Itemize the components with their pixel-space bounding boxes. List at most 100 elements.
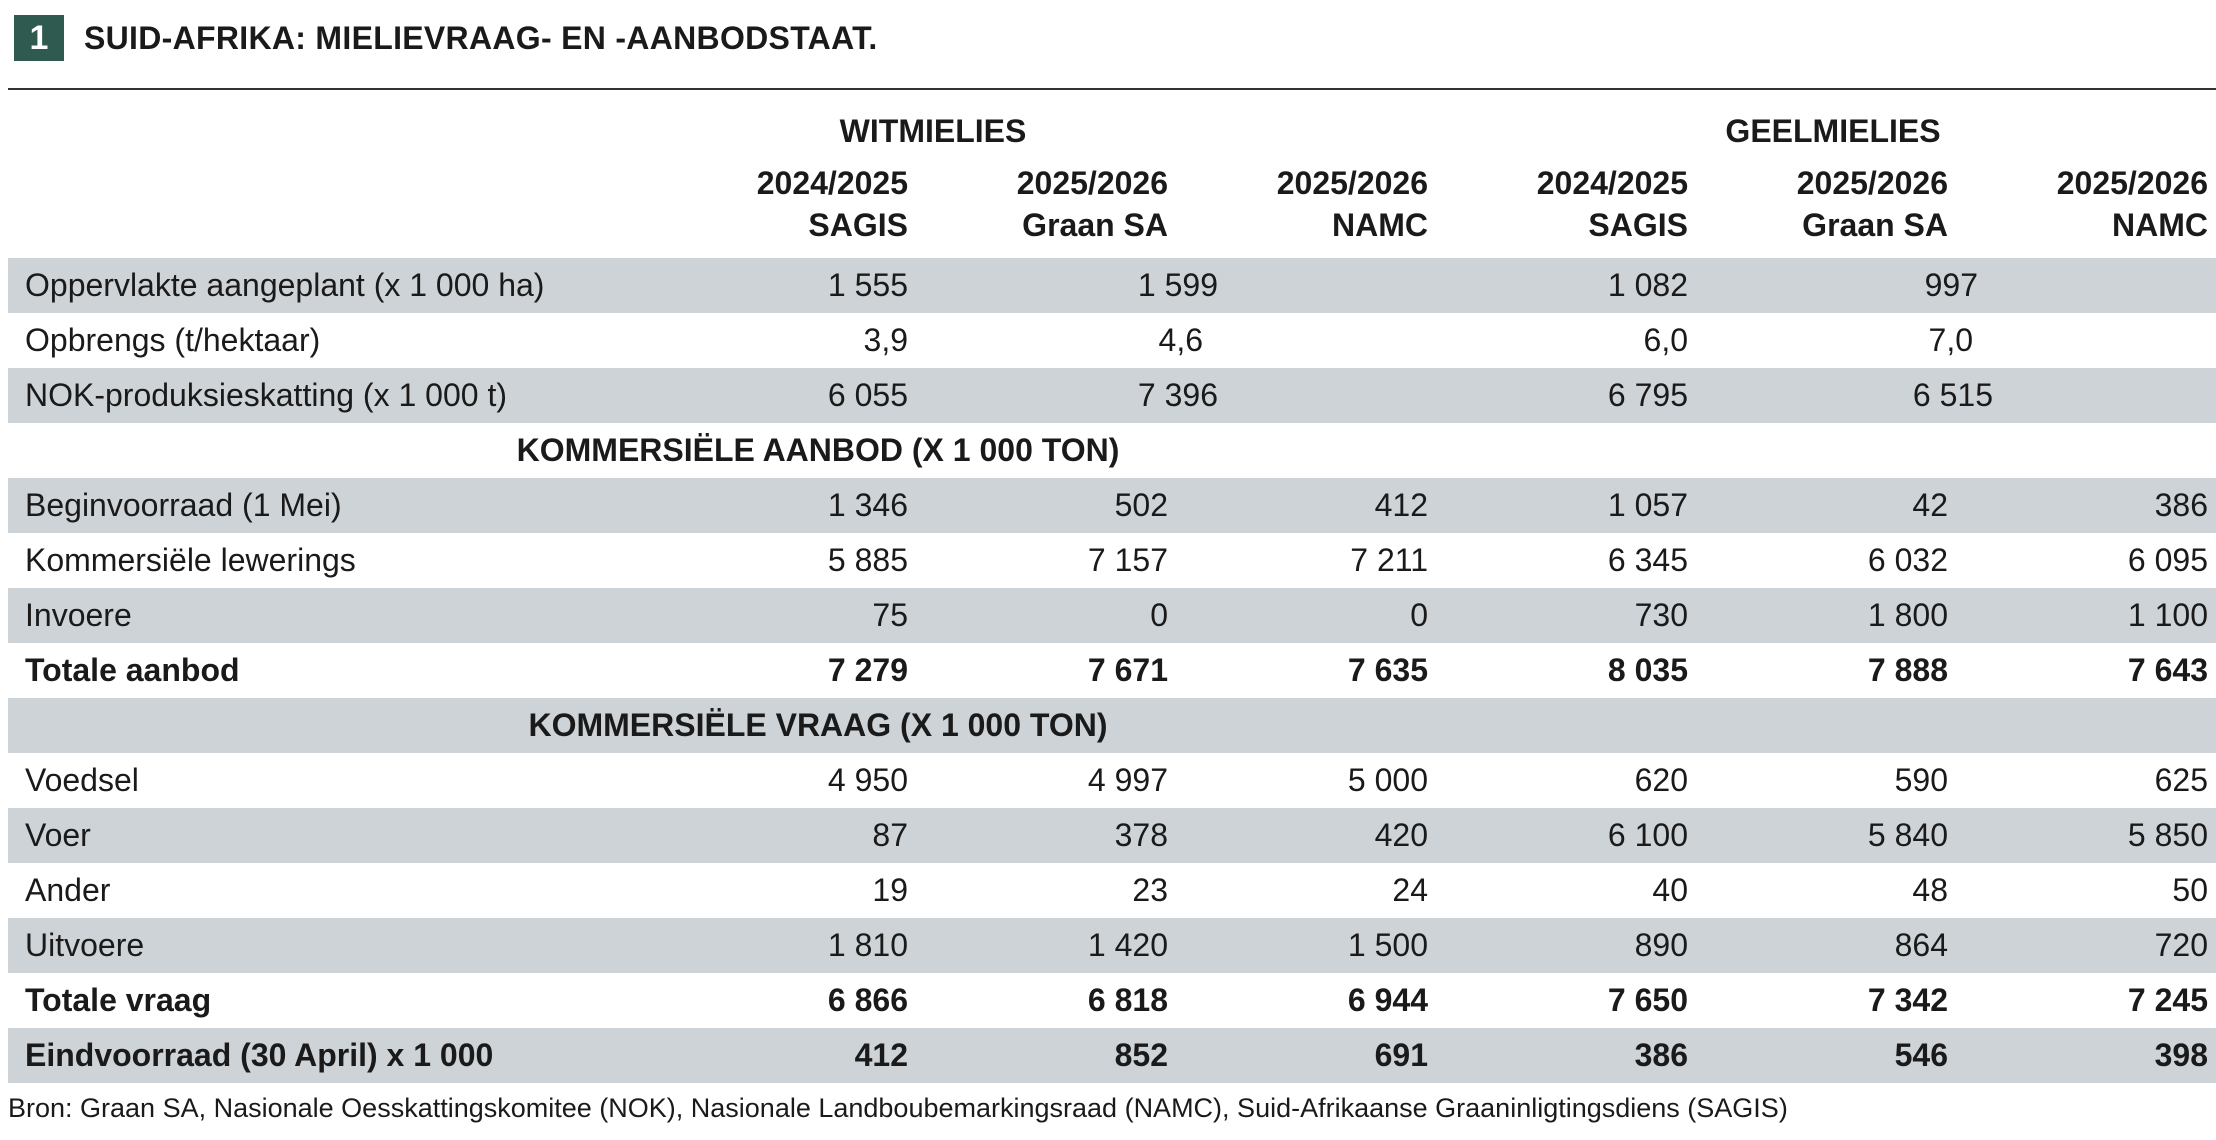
table-cell: 1 082 <box>1607 267 1688 303</box>
table-cell: 420 <box>1374 817 1428 853</box>
column-header: 2024/2025 SAGIS <box>756 165 908 243</box>
table-cell: 87 <box>872 817 908 853</box>
table-cell: 8 035 <box>1607 652 1688 688</box>
table-cell: 5 840 <box>1867 817 1948 853</box>
table-cell: 5 000 <box>1347 762 1428 798</box>
table-cell: 6 866 <box>827 982 908 1018</box>
table-row: NOK-produksieskatting (x 1 000 t) 6 055 … <box>8 368 2216 423</box>
table-row: Oppervlakte aangeplant (x 1 000 ha) 1 55… <box>8 258 2216 313</box>
table-cell: 23 <box>1132 872 1168 908</box>
table-cell: 7 643 <box>2127 652 2208 688</box>
row-label: Eindvoorraad (30 April) x 1 000 <box>25 1037 494 1073</box>
table-cell: 6 032 <box>1867 542 1948 578</box>
row-label: Voedsel <box>25 762 139 798</box>
row-label: Oppervlakte aangeplant (x 1 000 ha) <box>25 267 545 303</box>
table-cell: 6 944 <box>1347 982 1428 1018</box>
table-cell: 546 <box>1894 1037 1948 1073</box>
table-cell <box>1968 368 2208 423</box>
table-cell: 1 810 <box>827 927 908 963</box>
section-heading-row: KOMMERSIËLE VRAAG (X 1 000 TON) <box>8 698 2216 753</box>
table-cell: 1 800 <box>1867 597 1948 633</box>
supply-section-heading: KOMMERSIËLE AANBOD (X 1 000 TON) <box>516 432 1120 468</box>
table-cell <box>1968 313 2208 368</box>
table-cell: 40 <box>1652 872 1688 908</box>
table-cell <box>1188 258 1428 313</box>
group-header-geelmielies: GEELMIELIES <box>1725 113 1941 149</box>
section-heading-row: KOMMERSIËLE AANBOD (X 1 000 TON) <box>8 423 2216 478</box>
table-cell: 386 <box>2154 487 2208 523</box>
table-cell: 0 <box>1410 597 1428 633</box>
table-cell: 5 850 <box>2127 817 2208 853</box>
table-cell <box>1968 258 2208 313</box>
table-cell: 1 057 <box>1607 487 1688 523</box>
table-cell: 386 <box>1634 1037 1688 1073</box>
table-cell: 6 100 <box>1607 817 1688 853</box>
row-label: Voer <box>25 817 91 853</box>
table-cell: 412 <box>1374 487 1428 523</box>
table-row-total: Totale vraag 6 866 6 818 6 944 7 650 7 3… <box>8 973 2216 1028</box>
row-label: Ander <box>25 872 111 908</box>
table-cell: 412 <box>854 1037 908 1073</box>
table-cell: 7 211 <box>1350 542 1428 578</box>
table-cell: 7,0 <box>1928 322 1973 358</box>
table-cell: 620 <box>1634 762 1688 798</box>
table-row: Opbrengs (t/hektaar) 3,9 4,6 6,0 7,0 <box>8 313 2216 368</box>
table-cell: 7 671 <box>1087 652 1168 688</box>
table-cell: 6 095 <box>2127 542 2208 578</box>
row-label: Uitvoere <box>25 927 145 963</box>
table-cell: 6 345 <box>1607 542 1688 578</box>
maize-supply-demand-table: WITMIELIES GEELMIELIES 2024/2025 SAGIS 20… <box>8 100 2216 1083</box>
table-cell: 730 <box>1634 597 1688 633</box>
table-cell: 691 <box>1374 1037 1428 1073</box>
table-cell: 7 888 <box>1867 652 1948 688</box>
table-cell: 3,9 <box>863 322 908 358</box>
row-label: Beginvoorraad (1 Mei) <box>25 487 342 523</box>
demand-section-heading: KOMMERSIËLE VRAAG (X 1 000 TON) <box>528 707 1108 743</box>
table-cell: 378 <box>1114 817 1168 853</box>
table-cell: 1 599 <box>1137 267 1218 303</box>
table-cell: 48 <box>1912 872 1948 908</box>
table-cell: 1 420 <box>1087 927 1168 963</box>
row-label: Totale aanbod <box>25 652 240 688</box>
table-header: WITMIELIES GEELMIELIES 2024/2025 SAGIS 20… <box>8 100 2216 258</box>
table-cell: 6 055 <box>827 377 908 413</box>
table-row: Invoere 75 0 0 730 1 800 1 100 <box>8 588 2216 643</box>
table-cell: 24 <box>1392 872 1428 908</box>
table-row-ending-stock: Eindvoorraad (30 April) x 1 000 412 852 … <box>8 1028 2216 1083</box>
table-cell: 42 <box>1912 487 1948 523</box>
column-header: 2025/2026 NAMC <box>1276 165 1428 243</box>
table-title-bar: 1 SUID-AFRIKA: MIELIEVRAAG- EN -AANBODST… <box>14 14 878 62</box>
column-header: 2025/2026 Graan SA <box>1016 165 1168 243</box>
table-cell: 5 885 <box>827 542 908 578</box>
table-cell: 0 <box>1150 597 1168 633</box>
table-cell: 398 <box>2154 1037 2208 1073</box>
table-row: Voedsel 4 950 4 997 5 000 620 590 625 <box>8 753 2216 808</box>
table-cell: 890 <box>1634 927 1688 963</box>
table-cell: 75 <box>872 597 908 633</box>
column-header: 2025/2026 Graan SA <box>1796 165 1948 243</box>
table-cell: 7 342 <box>1867 982 1948 1018</box>
table-cell: 7 245 <box>2127 982 2208 1018</box>
table-cell: 852 <box>1114 1037 1168 1073</box>
group-header-witmielies: WITMIELIES <box>839 113 1027 149</box>
table-cell: 1 500 <box>1347 927 1428 963</box>
table-cell: 50 <box>2172 872 2208 908</box>
table-cell: 590 <box>1894 762 1948 798</box>
table-cell: 6 818 <box>1087 982 1168 1018</box>
table-number-badge: 1 <box>14 15 64 61</box>
table-cell: 502 <box>1114 487 1168 523</box>
table-cell: 7 279 <box>827 652 908 688</box>
table-cell: 7 157 <box>1087 542 1168 578</box>
row-label: Invoere <box>25 597 132 633</box>
table-cell: 720 <box>2154 927 2208 963</box>
table-row: Voer 87 378 420 6 100 5 840 5 850 <box>8 808 2216 863</box>
table-cell: 7 650 <box>1607 982 1688 1018</box>
table-cell: 6,0 <box>1643 322 1688 358</box>
table-cell: 4 997 <box>1087 762 1168 798</box>
row-label: Totale vraag <box>25 982 212 1018</box>
column-header: 2025/2026 NAMC <box>2056 165 2208 243</box>
table-cell: 4 950 <box>827 762 908 798</box>
table-cell: 864 <box>1894 927 1948 963</box>
table-cell: 6 515 <box>1912 377 1993 413</box>
table-row-total: Totale aanbod 7 279 7 671 7 635 8 035 7 … <box>8 643 2216 698</box>
